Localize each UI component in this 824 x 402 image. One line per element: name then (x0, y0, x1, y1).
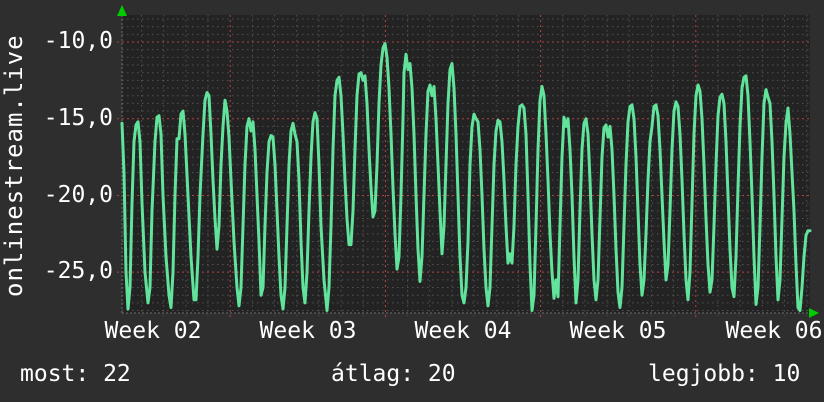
y-tick-label: -20,0 (43, 182, 113, 208)
x-tick-label: Week 02 (104, 318, 202, 344)
axis-arrow-up-icon (117, 5, 127, 16)
x-tick-label: Week 04 (414, 318, 512, 344)
y-tick-label: -10,0 (43, 28, 113, 54)
axis-frame (121, 15, 810, 314)
y-axis-vertical-title: onlinestream.live (0, 34, 28, 298)
axis-arrow-right-icon (809, 308, 819, 318)
data-line (120, 42, 812, 312)
y-tick-label: -15,0 (43, 105, 113, 131)
x-tick-label: Week 06 (725, 318, 823, 344)
stat-most: most: 22 (20, 361, 131, 387)
stat-atlag: átlag: 20 (331, 361, 456, 387)
y-tick-label: -25,0 (43, 258, 113, 284)
stat-legjobb: legjobb: 10 (648, 361, 801, 387)
x-tick-label: Week 05 (569, 318, 667, 344)
grid-minor (122, 15, 810, 316)
x-tick-label: Week 03 (259, 318, 357, 344)
